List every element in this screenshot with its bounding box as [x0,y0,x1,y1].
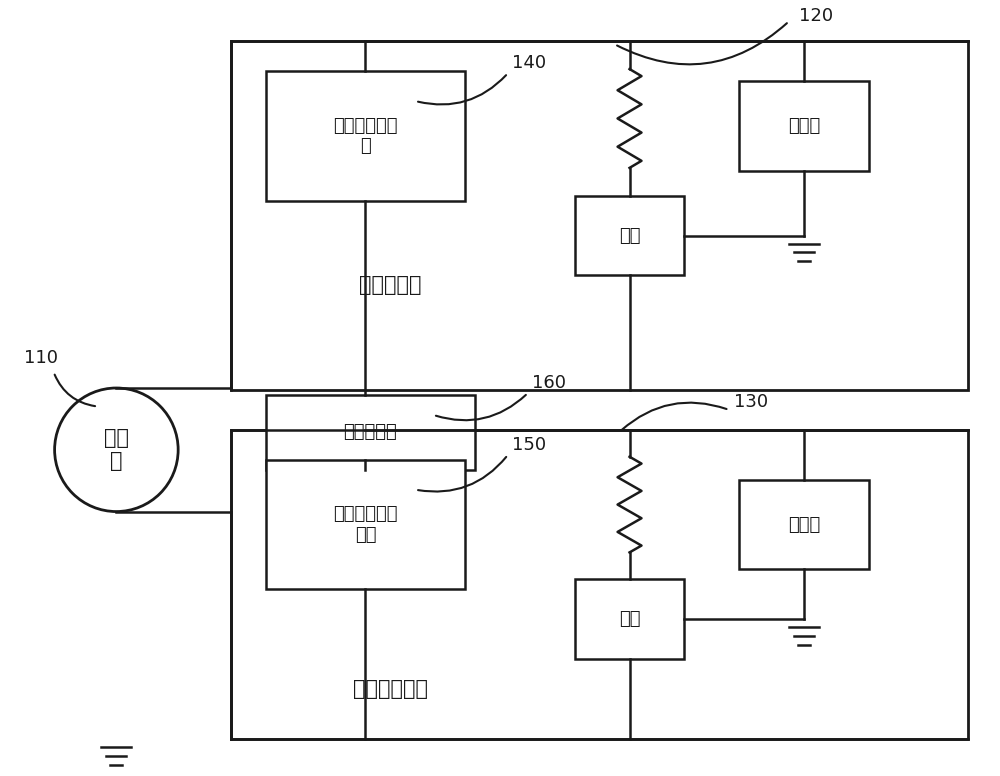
Text: 负载: 负载 [619,227,640,244]
FancyBboxPatch shape [575,580,684,659]
Text: 140: 140 [512,54,546,72]
FancyBboxPatch shape [231,41,968,390]
Text: 主供电监测模
块: 主供电监测模 块 [333,116,398,155]
Text: 主供电回路: 主供电回路 [359,275,422,296]
Text: 160: 160 [532,374,566,392]
Text: 整车控制器: 整车控制器 [344,424,397,442]
Text: 冒余供电回路: 冒余供电回路 [353,679,428,699]
FancyBboxPatch shape [739,81,869,171]
Text: 150: 150 [512,436,546,454]
FancyBboxPatch shape [575,196,684,275]
Text: 130: 130 [734,393,768,411]
Text: 110: 110 [24,349,58,367]
Text: 蓄电池: 蓄电池 [788,117,820,135]
Text: 负载: 负载 [619,610,640,628]
Text: 蓄电池: 蓄电池 [788,515,820,534]
Text: 120: 120 [799,7,833,26]
FancyBboxPatch shape [266,459,465,589]
Text: 冒余供电监测
模块: 冒余供电监测 模块 [333,505,398,544]
FancyBboxPatch shape [231,430,968,739]
Text: 发电
机: 发电 机 [104,428,129,471]
FancyBboxPatch shape [739,480,869,570]
FancyBboxPatch shape [266,395,475,469]
FancyBboxPatch shape [266,71,465,201]
